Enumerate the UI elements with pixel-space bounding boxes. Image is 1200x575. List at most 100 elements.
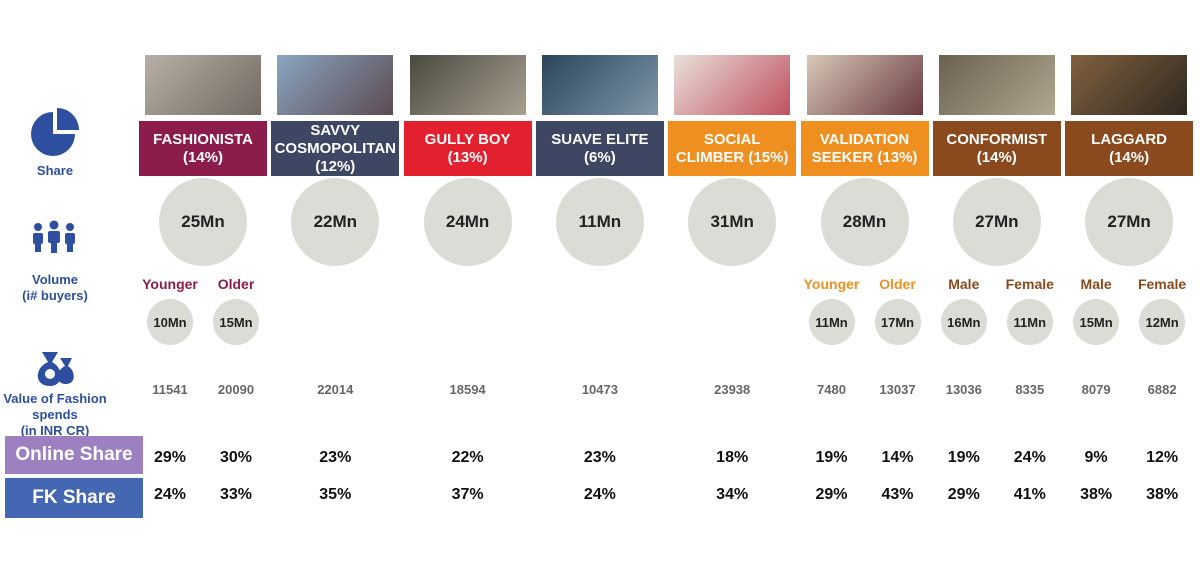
volume-label-line: Volume bbox=[32, 272, 78, 287]
spend-value: 10473 bbox=[581, 382, 618, 397]
fk-share: 34% bbox=[716, 486, 749, 503]
segment-header-line: (6%) bbox=[584, 148, 616, 166]
subgroup-label: Male bbox=[948, 276, 980, 292]
volume-label-line: (i# buyers) bbox=[22, 288, 88, 303]
segment-header: SAVVY COSMOPOLITAN (12%) bbox=[271, 121, 400, 176]
segment-header-line: (14%) bbox=[976, 148, 1017, 166]
people-icon bbox=[33, 220, 75, 253]
segment-header-line: (13%) bbox=[447, 148, 488, 166]
subgroup-volume-circle: 15Mn bbox=[213, 299, 259, 345]
subgroup-volume-circle: 10Mn bbox=[147, 299, 193, 345]
icons bbox=[31, 108, 79, 386]
segment-header: CONFORMIST (14%) bbox=[932, 121, 1061, 176]
fk-share: 37% bbox=[451, 486, 484, 503]
volume-circle: 28Mn bbox=[820, 178, 909, 266]
segment-header: VALIDATION SEEKER (13%) bbox=[800, 121, 929, 176]
segment-photo bbox=[409, 55, 526, 115]
online-share: 30% bbox=[219, 449, 253, 466]
spend-value: 13037 bbox=[879, 382, 916, 397]
segment-photo bbox=[145, 55, 261, 115]
money-icon bbox=[37, 352, 74, 386]
value-label-line: Value of Fashion bbox=[3, 391, 107, 406]
volume-circle: 31Mn bbox=[688, 178, 777, 266]
segment-photo bbox=[541, 55, 658, 115]
fk-share: 24% bbox=[583, 486, 616, 503]
volume-circle: 11Mn bbox=[555, 178, 644, 266]
segment-photo bbox=[674, 55, 791, 115]
spend-value: 7480 bbox=[817, 382, 846, 397]
segment-header: GULLY BOY (13%) bbox=[403, 121, 532, 176]
share-label: Share bbox=[36, 163, 74, 178]
spend-value: 18594 bbox=[449, 382, 486, 397]
segment-photo bbox=[277, 55, 394, 115]
fk-share: 33% bbox=[219, 486, 253, 503]
volume-circle: 27Mn bbox=[1085, 178, 1174, 266]
fk-share: 29% bbox=[815, 486, 848, 503]
fk-share: 38% bbox=[1146, 486, 1179, 503]
segment-header-line: FASHIONISTA bbox=[153, 130, 253, 148]
segment-header-line: SUAVE ELITE bbox=[551, 130, 649, 148]
spend-value: 20090 bbox=[217, 382, 255, 397]
spend-value: 8079 bbox=[1081, 382, 1111, 397]
fk-share: 35% bbox=[319, 486, 352, 503]
subgroup-label: Female bbox=[1005, 276, 1054, 292]
online-share: 22% bbox=[451, 449, 484, 466]
segment-header-line: (12%) bbox=[315, 157, 356, 175]
segment-header-line: CLIMBER (15%) bbox=[675, 148, 789, 166]
segment-header-line: VALIDATION bbox=[819, 130, 910, 148]
segment-header-line: SOCIAL bbox=[703, 130, 761, 148]
fk-share: 24% bbox=[153, 486, 187, 503]
spend-value: 22014 bbox=[317, 382, 354, 397]
subgroup-label: Older bbox=[879, 276, 916, 292]
spend-value: 8335 bbox=[1015, 382, 1045, 397]
online-share: 19% bbox=[947, 449, 980, 466]
online-share: 29% bbox=[153, 449, 187, 466]
subgroup-label: Younger bbox=[803, 276, 860, 292]
online-share: 23% bbox=[319, 449, 352, 466]
spend-value: 6882 bbox=[1147, 382, 1177, 397]
online-share: 14% bbox=[881, 449, 914, 466]
online-share: 19% bbox=[815, 449, 848, 466]
subgroup-label: Male bbox=[1080, 276, 1112, 292]
online-share-label: Online Share bbox=[5, 436, 143, 474]
subgroup-volume-circle: 16Mn bbox=[940, 299, 987, 345]
online-share: 24% bbox=[1013, 449, 1046, 466]
subgroup-volume-circle: 15Mn bbox=[1073, 299, 1120, 345]
volume-circle: 24Mn bbox=[423, 178, 512, 266]
segment-header-line: LAGGARD bbox=[1091, 130, 1167, 148]
fk-share-label: FK Share bbox=[5, 478, 143, 518]
segment-header-line: GULLY BOY bbox=[424, 130, 511, 148]
subgroup-volume-circle: 12Mn bbox=[1139, 299, 1186, 345]
segment-photo bbox=[806, 55, 923, 115]
pie-icon bbox=[31, 108, 79, 156]
segment-header: SOCIAL CLIMBER (15%) bbox=[668, 121, 797, 176]
online-share: 12% bbox=[1146, 449, 1179, 466]
volume-label: Volume (i# buyers) bbox=[10, 272, 100, 304]
segment-header-line: SEEKER (13%) bbox=[811, 148, 918, 166]
spend-value: 11541 bbox=[152, 382, 188, 397]
segment-header-line: (14%) bbox=[1109, 148, 1150, 166]
volume-circle: 22Mn bbox=[291, 178, 380, 266]
subgroup-label: Younger bbox=[142, 276, 198, 292]
value-label: Value of Fashion spends (in INR CR) bbox=[0, 391, 110, 439]
subgroup-label: Female bbox=[1137, 276, 1187, 292]
spend-value: 13036 bbox=[945, 382, 982, 397]
segment-header-line: CONFORMIST bbox=[946, 130, 1048, 148]
fk-share: 38% bbox=[1080, 486, 1113, 503]
online-share: 9% bbox=[1084, 449, 1108, 466]
segment-header-line: (14%) bbox=[182, 148, 223, 166]
segment-header: SUAVE ELITE (6%) bbox=[535, 121, 664, 176]
subgroup-volume-circle: 11Mn bbox=[808, 299, 855, 345]
subgroup-volume-circle: 17Mn bbox=[874, 299, 921, 345]
fk-share: 41% bbox=[1013, 486, 1046, 503]
spend-value: 23938 bbox=[714, 382, 751, 397]
segment-header-line: SAVVY bbox=[310, 121, 361, 139]
segment-header: FASHIONISTA (14%) bbox=[139, 121, 267, 176]
online-share: 23% bbox=[583, 449, 616, 466]
segment-photo bbox=[938, 55, 1055, 115]
online-share: 18% bbox=[716, 449, 749, 466]
value-label-line: spends bbox=[32, 407, 78, 422]
segment-photo bbox=[1071, 55, 1188, 115]
segment-header-line: COSMOPOLITAN bbox=[274, 139, 396, 157]
